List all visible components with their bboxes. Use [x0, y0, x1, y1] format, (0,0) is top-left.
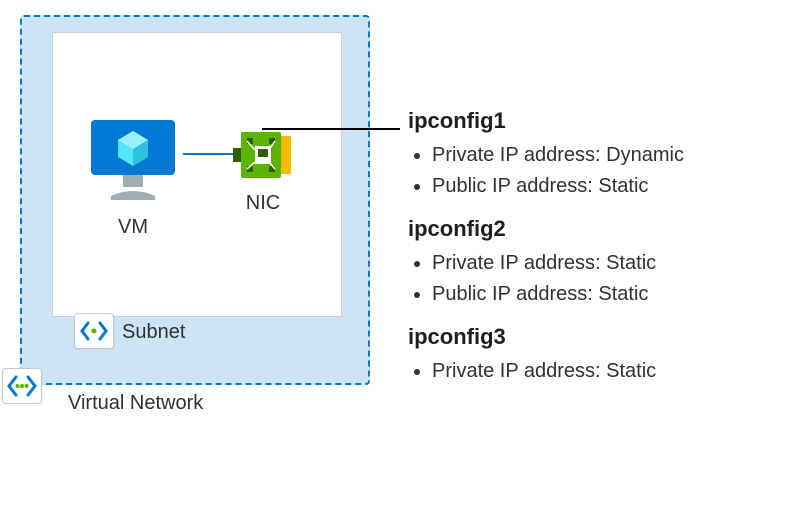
ipconfig-title: ipconfig3: [408, 324, 798, 350]
ipconfig-item: Public IP address: Static: [432, 279, 798, 310]
pointer-line-nic-to-config: [262, 128, 400, 130]
ipconfig-block: ipconfig3 Private IP address: Static: [408, 324, 798, 387]
nic-node: NIC: [228, 128, 298, 215]
virtual-network-box: VM NIC: [20, 15, 370, 385]
vnet-label: Virtual Network: [68, 392, 203, 415]
subnet-box: VM NIC: [52, 32, 342, 317]
ipconfig-title: ipconfig1: [408, 108, 798, 134]
nic-label: NIC: [228, 192, 298, 215]
ipconfig-item: Private IP address: Static: [432, 356, 798, 387]
ipconfig-items: Private IP address: Static Public IP add…: [408, 248, 798, 310]
ipconfig-block: ipconfig2 Private IP address: Static Pub…: [408, 216, 798, 310]
ipconfig-list: ipconfig1 Private IP address: Dynamic Pu…: [408, 108, 798, 401]
ipconfig-item: Private IP address: Dynamic: [432, 140, 798, 171]
subnet-icon-badge: [74, 313, 114, 349]
vm-node: VM: [83, 118, 183, 239]
subnet-icon: [80, 320, 108, 342]
ipconfig-items: Private IP address: Dynamic Public IP ad…: [408, 140, 798, 202]
ipconfig-block: ipconfig1 Private IP address: Dynamic Pu…: [408, 108, 798, 202]
vm-label: VM: [83, 216, 183, 239]
connector-vm-nic: [183, 153, 233, 155]
subnet-label: Subnet: [122, 321, 185, 344]
ipconfig-title: ipconfig2: [408, 216, 798, 242]
vm-icon: [83, 118, 183, 203]
nic-icon: [233, 128, 293, 183]
vnet-icon: [7, 374, 37, 398]
vnet-icon-badge: [2, 368, 42, 404]
ipconfig-item: Public IP address: Static: [432, 171, 798, 202]
ipconfig-item: Private IP address: Static: [432, 248, 798, 279]
ipconfig-items: Private IP address: Static: [408, 356, 798, 387]
